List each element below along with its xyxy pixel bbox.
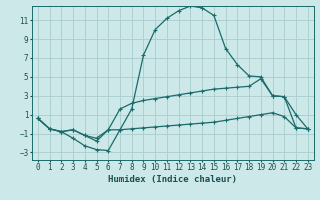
X-axis label: Humidex (Indice chaleur): Humidex (Indice chaleur) — [108, 175, 237, 184]
